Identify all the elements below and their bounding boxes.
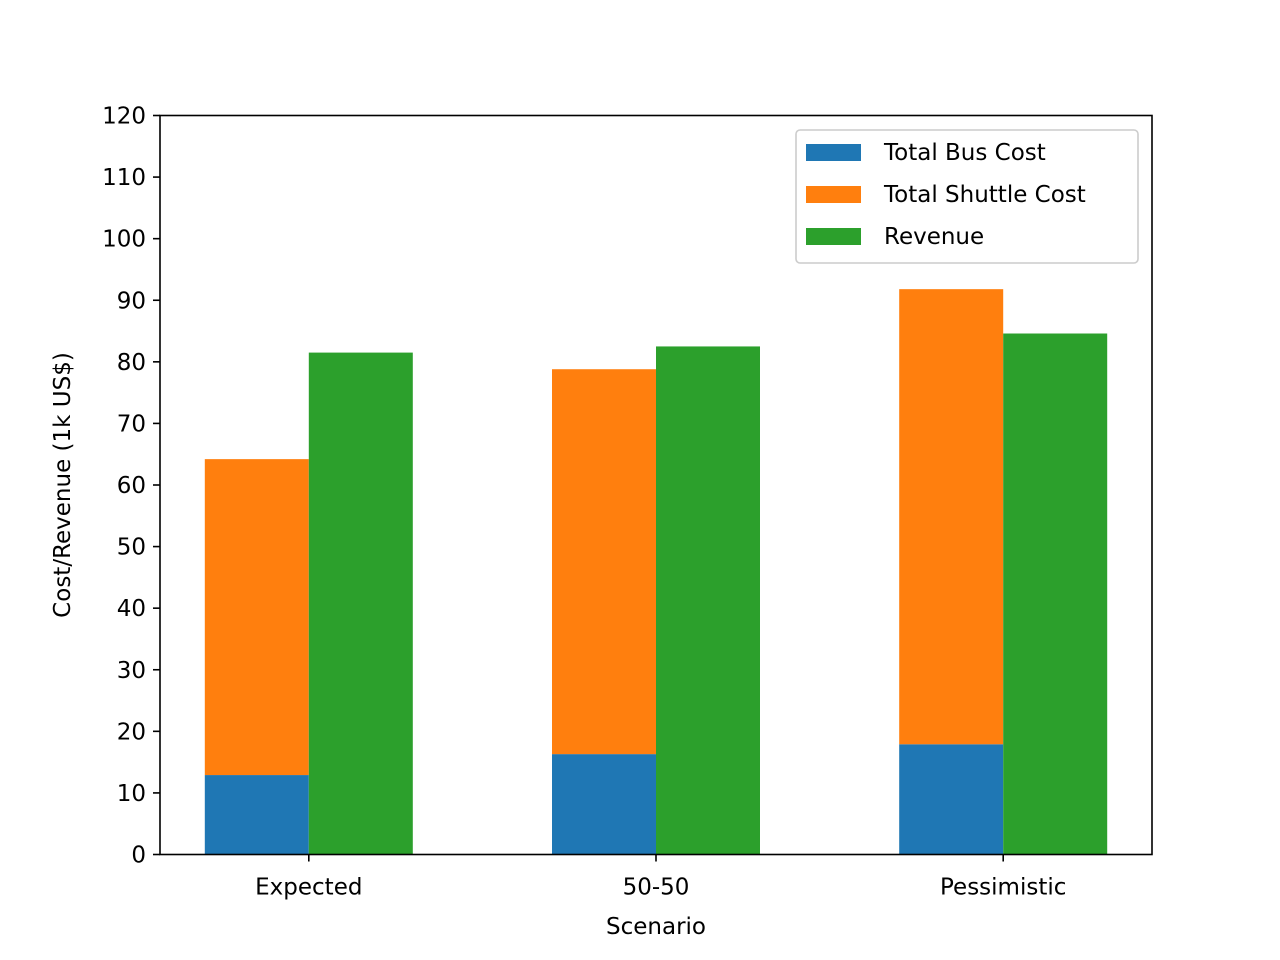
- y-axis-ticks: 0 10 20 30 40 50 60 70 80 90 100 110 120: [102, 104, 160, 869]
- legend-label: Total Shuttle Cost: [883, 182, 1086, 208]
- y-tick-label: 50: [117, 535, 146, 561]
- y-tick-label: 40: [117, 596, 146, 622]
- y-axis-label: Cost/Revenue (1k US$): [50, 352, 76, 618]
- bar-total-shuttle-cost-pessimistic: [899, 289, 1004, 745]
- y-tick-label: 100: [102, 227, 146, 253]
- bar-revenue-expected: [308, 352, 413, 855]
- y-tick-label: 110: [102, 165, 146, 191]
- legend-label: Total Bus Cost: [883, 140, 1046, 166]
- x-axis-ticks: Expected 50-50 Pessimistic: [255, 854, 1066, 901]
- bar-total-shuttle-cost-expected: [204, 459, 309, 776]
- x-tick-label: 50-50: [623, 875, 690, 901]
- y-tick-label: 10: [117, 781, 146, 807]
- x-tick-label: Expected: [255, 875, 362, 901]
- y-tick-label: 20: [117, 719, 146, 745]
- y-tick-label: 30: [117, 658, 146, 684]
- legend-label: Revenue: [884, 224, 984, 250]
- x-tick-label: Pessimistic: [940, 875, 1066, 901]
- bar-total-bus-cost-expected: [204, 775, 309, 855]
- y-tick-label: 60: [117, 473, 146, 499]
- bar-total-shuttle-cost-50-50: [552, 369, 656, 755]
- legend-swatch-revenue: [806, 228, 861, 245]
- legend: Total Bus Cost Total Shuttle Cost Revenue: [795, 129, 1139, 264]
- y-tick-label: 70: [117, 411, 146, 437]
- bar-revenue-pessimistic: [1003, 333, 1108, 855]
- x-axis-label: Scenario: [606, 914, 706, 940]
- legend-box: [795, 129, 1139, 264]
- bar-revenue-50-50: [656, 346, 760, 855]
- y-tick-label: 90: [117, 288, 146, 314]
- y-tick-label: 0: [131, 843, 146, 869]
- y-tick-label: 80: [117, 350, 146, 376]
- legend-swatch-total-shuttle-cost: [806, 186, 861, 203]
- bar-total-bus-cost-50-50: [552, 754, 656, 855]
- bar-total-bus-cost-pessimistic: [899, 744, 1004, 855]
- legend-swatch-total-bus-cost: [806, 144, 861, 161]
- bars-layer: [204, 289, 1108, 855]
- y-tick-label: 120: [102, 104, 146, 130]
